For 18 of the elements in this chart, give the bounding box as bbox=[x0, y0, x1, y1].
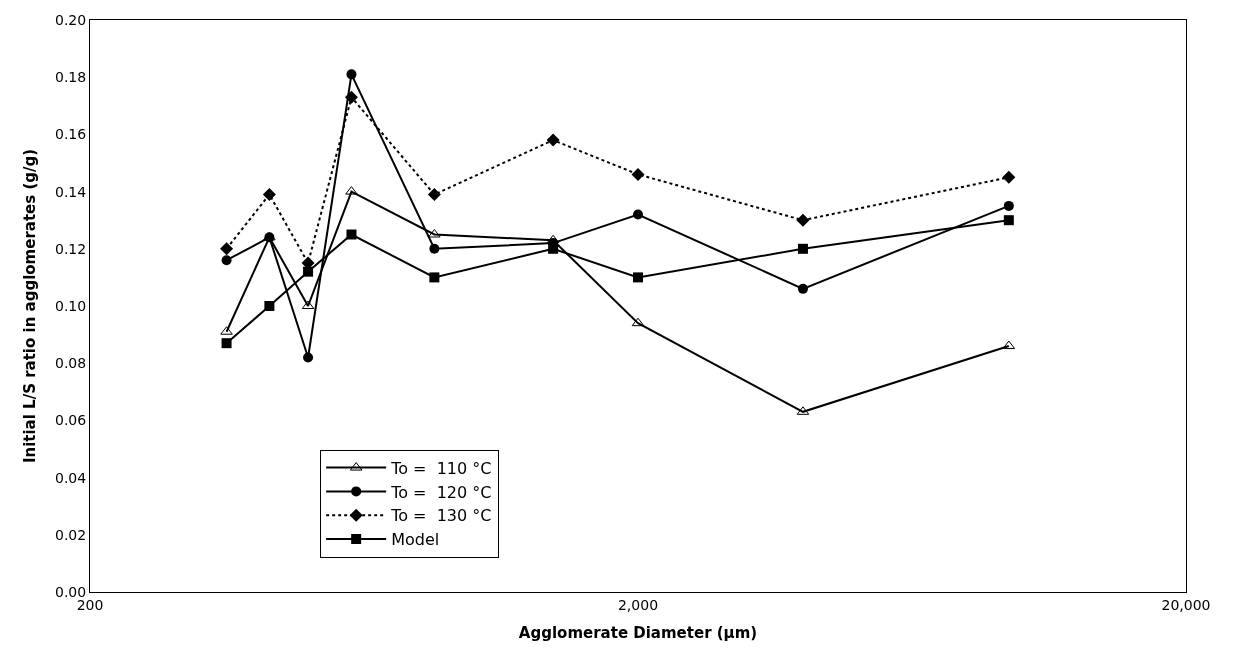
legend-label: To = 130 °C bbox=[390, 506, 492, 526]
y-tick-label: 0.14 bbox=[55, 183, 87, 200]
x-axis-title: Agglomerate Diameter (µm) bbox=[518, 623, 758, 642]
y-tick-label: 0.06 bbox=[55, 412, 87, 429]
y-tick-label: 0.12 bbox=[55, 240, 87, 257]
y-axis-title: Initial L/S ratio in agglomerates (g/g) bbox=[21, 148, 40, 464]
x-tick-label: 2,000 bbox=[617, 596, 659, 613]
y-tick-label: 0.08 bbox=[55, 355, 87, 372]
y-tick-label: 0.20 bbox=[55, 11, 87, 28]
y-tick-label: 0.02 bbox=[55, 526, 87, 543]
legend-label: To = 120 °C bbox=[390, 482, 492, 502]
y-tick-label: 0.18 bbox=[55, 69, 87, 86]
y-tick-label: 0.04 bbox=[55, 469, 87, 486]
y-tick-label: 0.10 bbox=[55, 297, 87, 314]
x-tick-label: 20,000 bbox=[1161, 596, 1211, 613]
legend-label: To = 110 °C bbox=[390, 458, 492, 478]
legend-label: Model bbox=[391, 530, 440, 550]
y-tick-label: 0.16 bbox=[55, 126, 87, 143]
